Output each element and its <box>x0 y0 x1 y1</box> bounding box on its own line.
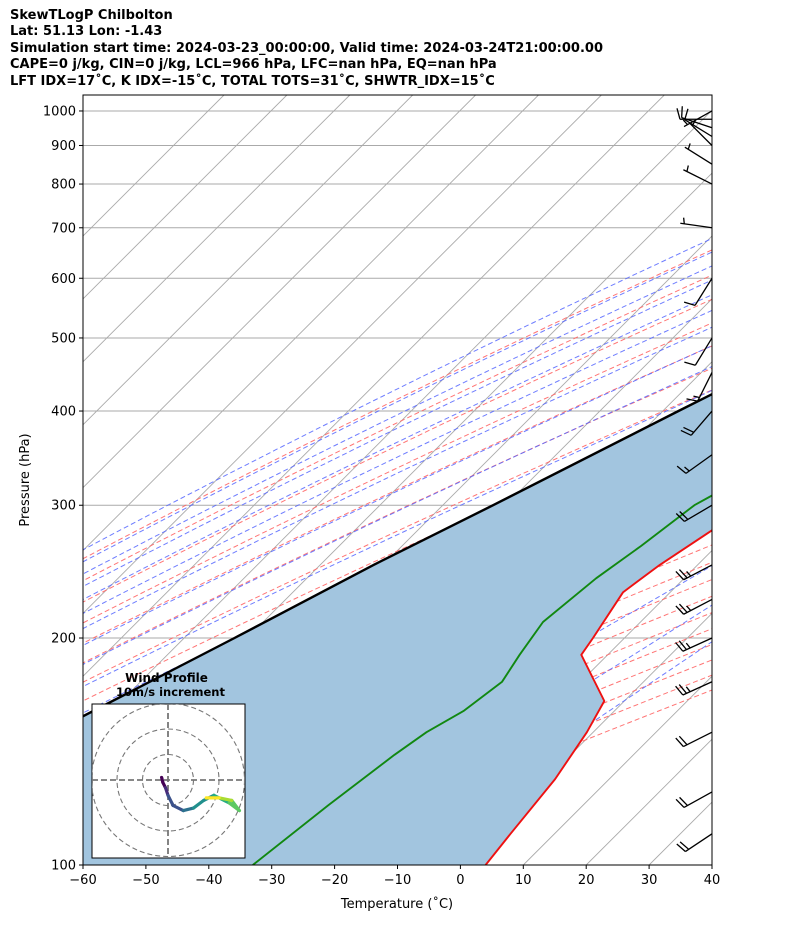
wind-barb <box>683 277 713 307</box>
y-tick-label: 400 <box>51 405 76 420</box>
temperature-line <box>484 529 712 865</box>
moist-adiabat-line <box>83 237 712 551</box>
x-tick-label: −10 <box>384 873 411 888</box>
isotherm-line <box>711 864 712 865</box>
wind-barbs <box>675 106 713 853</box>
y-tick-label: 800 <box>51 178 76 193</box>
hodograph-trace <box>230 798 241 813</box>
hodograph-trace <box>171 803 185 813</box>
moist-adiabat-line <box>83 279 712 588</box>
x-axis-label: Temperature (˚C) <box>340 896 453 912</box>
isotherm-line <box>83 95 665 677</box>
x-tick-label: −50 <box>132 873 159 888</box>
hodograph-title: Wind Profile <box>125 671 208 685</box>
dry-adiabat-line <box>83 367 712 664</box>
y-tick-label: 600 <box>51 272 76 287</box>
hodograph-ring <box>92 704 245 858</box>
wind-barb <box>675 504 713 523</box>
wind-barb <box>675 598 713 615</box>
wind-barb <box>675 564 713 581</box>
wind-barb <box>680 217 713 229</box>
moist-adiabat-line <box>83 265 712 575</box>
isotherm-line <box>83 95 225 237</box>
hodograph-trace <box>191 798 206 810</box>
wind-barb <box>684 337 713 366</box>
time-label: Simulation start time: 2024-03-23_00:00:… <box>10 40 603 56</box>
hodograph-trace <box>217 796 234 803</box>
wind-barb <box>675 681 713 696</box>
x-tick-label: −60 <box>69 873 96 888</box>
location-label: Lat: 51.13 Lon: -1.43 <box>10 24 163 40</box>
isotherm-line <box>83 95 539 552</box>
dry-adiabat-line <box>83 298 712 603</box>
y-tick-label: 700 <box>51 221 76 236</box>
hodograph-trace <box>181 806 196 813</box>
wind-barb <box>680 410 713 436</box>
x-tick-label: −40 <box>195 873 222 888</box>
indices-label-2: LFT IDX=17˚C, K IDX=-15˚C, TOTAL TOTS=31… <box>10 73 495 89</box>
isotherm-line <box>522 675 712 865</box>
wind-barb <box>675 731 713 748</box>
wind-barb <box>684 143 713 165</box>
moist-adiabat-line <box>83 366 712 665</box>
x-tick-label: 40 <box>704 873 721 888</box>
dry-adiabat-line <box>83 249 712 560</box>
wind-barb <box>675 637 713 652</box>
wind-barb <box>688 120 713 146</box>
axes: −60 −50 −40 −30 −20 −10 0 10 20 30 40 100 200 300 400 5… <box>43 104 720 888</box>
wind-barb <box>676 833 713 853</box>
moist-adiabat-line <box>83 389 712 688</box>
parcel-line <box>83 392 712 718</box>
x-tick-label: −30 <box>258 873 285 888</box>
y-tick-label: 1000 <box>43 104 76 119</box>
hodograph-ring <box>116 728 220 832</box>
chart-header: SkewTLogP Chilbolton Lat: 51.13 Lon: -1.… <box>10 8 603 90</box>
dry-adiabat-line <box>83 544 712 822</box>
x-tick-label: −20 <box>321 873 348 888</box>
chart-title: SkewTLogP Chilbolton <box>10 8 173 23</box>
x-tick-label: 20 <box>578 873 595 888</box>
wind-barb <box>680 106 713 129</box>
dry-adiabat-line <box>83 410 712 702</box>
wind-barb <box>684 108 713 138</box>
wind-barb <box>675 791 713 809</box>
y-tick-label: 200 <box>51 632 76 647</box>
y-tick-label: 300 <box>51 499 76 514</box>
moist-adiabat-line <box>83 251 712 563</box>
profile-lines <box>83 392 712 865</box>
y-tick-label: 500 <box>51 331 76 346</box>
y-tick-label: 900 <box>51 139 76 154</box>
dewpoint-line <box>252 494 712 865</box>
hodograph-ring <box>141 753 195 807</box>
dry-adiabat-line <box>83 322 712 624</box>
isotherm-line <box>83 95 288 300</box>
wind-barb <box>683 165 713 185</box>
isotherm-line <box>83 95 351 363</box>
indices-label: CAPE=0 j/kg, CIN=0 j/kg, LCL=966 hPa, LF… <box>10 57 497 73</box>
isotherm-line <box>460 612 712 865</box>
y-axis-label: Pressure (hPa) <box>18 433 33 526</box>
hodograph-trace <box>166 793 175 808</box>
x-tick-label: 30 <box>641 873 658 888</box>
moist-adiabat-line <box>83 345 712 646</box>
x-tick-label: 10 <box>515 873 532 888</box>
isotherm-line <box>83 95 414 426</box>
isotherm-line <box>83 95 476 489</box>
y-tick-label: 100 <box>51 859 76 874</box>
wind-barb <box>676 454 713 474</box>
wind-barb <box>686 372 713 402</box>
x-tick-label: 0 <box>456 873 464 888</box>
hodograph-subtitle: 10m/s increment <box>116 685 225 699</box>
